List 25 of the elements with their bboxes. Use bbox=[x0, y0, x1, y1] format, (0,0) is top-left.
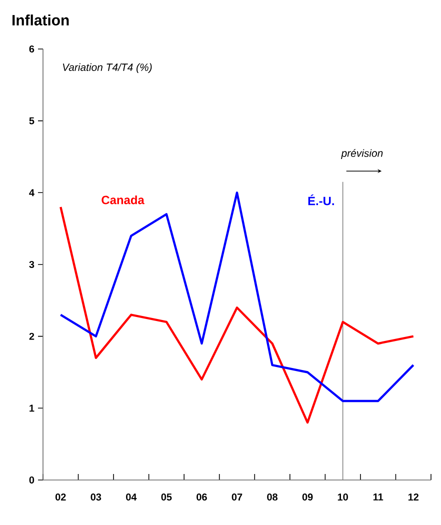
x-tick-label: 08 bbox=[267, 494, 278, 501]
x-tick-label: 12 bbox=[408, 494, 418, 500]
x-tick-label: 05 bbox=[161, 494, 172, 501]
chart-title: Inflation bbox=[12, 14, 69, 26]
text: É.-U. bbox=[308, 194, 334, 206]
y-tick-label: 6 bbox=[29, 45, 34, 53]
y-tick-label: 1 bbox=[30, 404, 34, 412]
y-tick-label: 4 bbox=[29, 189, 34, 196]
y-axis-title: Variation T4/T4 (%) bbox=[62, 63, 152, 74]
x-tick-label: 02 bbox=[55, 494, 66, 501]
y-tick-label: 2 bbox=[29, 332, 34, 340]
y-tick-label: 0 bbox=[29, 476, 34, 484]
y-tick-label: 5 bbox=[29, 117, 34, 124]
x-tick-label: 04 bbox=[126, 494, 137, 501]
x-tick-label: 03 bbox=[90, 494, 102, 501]
text: Canada bbox=[102, 195, 144, 204]
x-tick-label: 11 bbox=[373, 494, 384, 500]
x-tick-label: 06 bbox=[196, 494, 207, 501]
x-tick-label: 10 bbox=[338, 494, 348, 501]
x-tick-label: 09 bbox=[302, 494, 313, 501]
y-tick-label: 3 bbox=[29, 260, 34, 268]
x-tick-label: 07 bbox=[232, 494, 242, 501]
ref-line-label: prévision bbox=[341, 149, 383, 159]
line-series bbox=[60, 206, 414, 424]
line-series bbox=[60, 192, 414, 402]
